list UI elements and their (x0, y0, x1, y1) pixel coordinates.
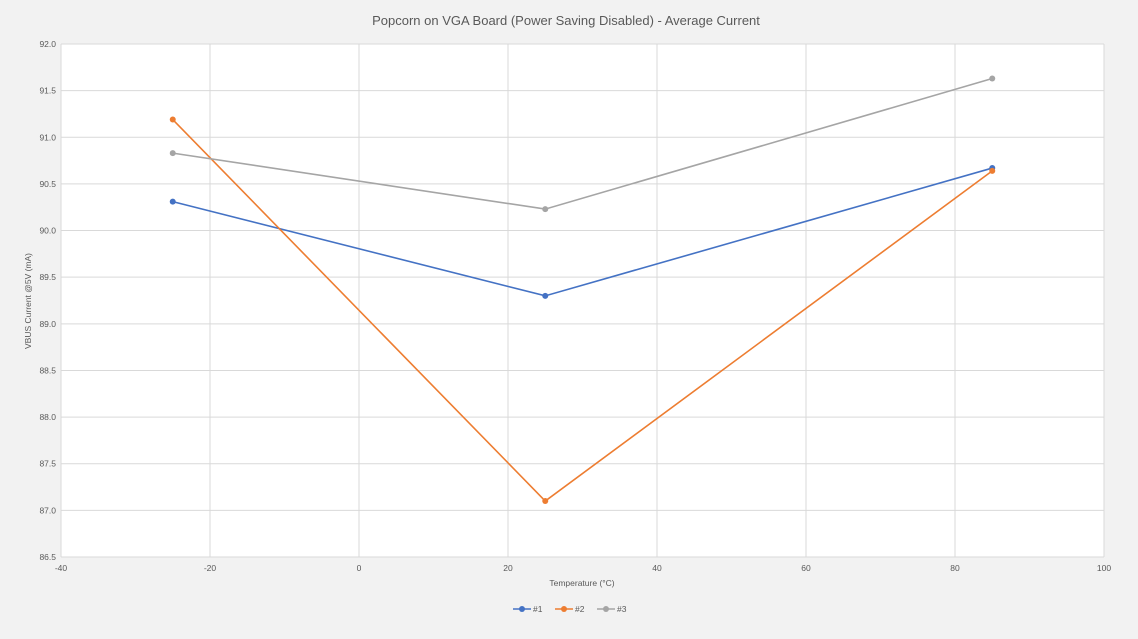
y-tick-label: 87.0 (39, 505, 56, 515)
y-tick-label: 86.5 (39, 552, 56, 562)
legend-item-1: #1 (513, 604, 543, 614)
data-point-series-1 (169, 198, 176, 205)
legend-label: #3 (617, 604, 627, 614)
y-tick-label: 91.5 (39, 86, 56, 96)
chart-title: Popcorn on VGA Board (Power Saving Disab… (372, 13, 760, 28)
data-point-series-3 (542, 206, 549, 213)
y-tick-label: 87.5 (39, 459, 56, 469)
y-tick-label: 90.5 (39, 179, 56, 189)
y-tick-label: 89.0 (39, 319, 56, 329)
legend-item-2: #2 (555, 604, 585, 614)
data-point-series-2 (169, 116, 176, 123)
y-axis-label: VBUS Current @5V (mA) (23, 253, 33, 349)
x-tick-label: 40 (652, 563, 662, 573)
legend-item-3: #3 (597, 604, 627, 614)
legend-swatch-marker (561, 606, 567, 612)
y-tick-label: 92.0 (39, 39, 56, 49)
x-tick-label: 60 (801, 563, 811, 573)
data-point-series-2 (542, 498, 549, 505)
y-tick-label: 89.5 (39, 272, 56, 282)
legend-swatch-marker (519, 606, 525, 612)
x-tick-label: 20 (503, 563, 513, 573)
y-tick-label: 88.5 (39, 365, 56, 375)
data-points (169, 75, 996, 505)
y-tick-label: 90.0 (39, 226, 56, 236)
legend-swatch-marker (603, 606, 609, 612)
data-point-series-3 (989, 75, 996, 82)
data-point-series-1 (542, 292, 549, 299)
x-tick-label: -40 (55, 563, 68, 573)
grid (60, 43, 1105, 558)
y-tick-label: 91.0 (39, 132, 56, 142)
data-point-series-2 (989, 167, 996, 174)
x-axis-label: Temperature (°C) (549, 578, 614, 588)
legend-label: #2 (575, 604, 585, 614)
x-tick-label: 80 (950, 563, 960, 573)
legend: #1 #2 #3 (513, 604, 627, 614)
x-tick-label: 0 (357, 563, 362, 573)
x-tick-label: -20 (204, 563, 217, 573)
plot-background (61, 44, 1104, 557)
x-tick-label: 100 (1097, 563, 1111, 573)
tick-labels: 86.5 87.0 87.5 88.0 88.5 89.0 89.5 90.0 90.5 91.0… (39, 39, 1111, 573)
legend-label: #1 (533, 604, 543, 614)
y-tick-label: 88.0 (39, 412, 56, 422)
data-point-series-3 (169, 150, 176, 157)
